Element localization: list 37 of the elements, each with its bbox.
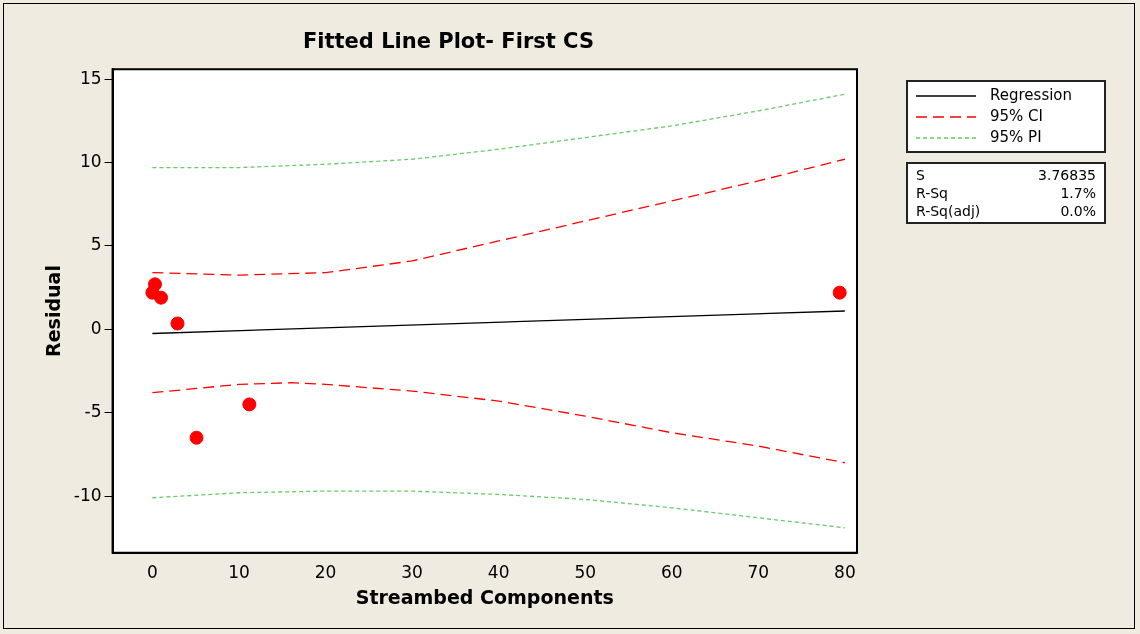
text: 0.0% [1059,202,1096,220]
point [170,316,185,331]
text: R-Sq(adj) [916,202,982,220]
y-tick-label: 10 [79,151,102,172]
point [832,285,847,300]
text: S [916,166,926,184]
text: 1.7% [1059,184,1096,202]
text: 3.76835 [1038,166,1096,184]
legend-label: 95% PI [990,127,1042,148]
x-tick-label: 60 [660,562,683,583]
point [189,430,204,445]
y-tick-label: 5 [90,234,102,255]
point [154,290,169,305]
legend-label: 95% CI [990,106,1044,127]
y-tick-label: -5 [84,401,102,422]
point [242,397,257,412]
x-tick-label: 70 [747,562,770,583]
y-tick-label: -10 [73,484,102,505]
x-tick-label: 50 [574,562,597,583]
x-tick-label: 30 [401,562,423,583]
line-series [151,93,846,169]
x-tick-label: 10 [228,562,250,583]
point [147,277,162,292]
line-series [151,382,846,464]
legend-label: Regression [990,85,1073,106]
line-series [151,158,846,276]
x-tick-label: 40 [487,562,510,583]
y-axis-title: Residual [42,265,65,357]
x-tick-label: 80 [834,562,856,583]
y-tick-label: 0 [90,317,102,338]
text: R-Sq [916,184,949,202]
line-series [151,490,846,529]
x-tick-label: 20 [314,562,337,583]
x-tick-label: 0 [146,562,158,583]
chart-title: Fitted Line Plot- First CS [302,29,595,54]
y-tick-label: 15 [79,67,102,88]
x-axis-title: Streambed Components [355,585,614,608]
